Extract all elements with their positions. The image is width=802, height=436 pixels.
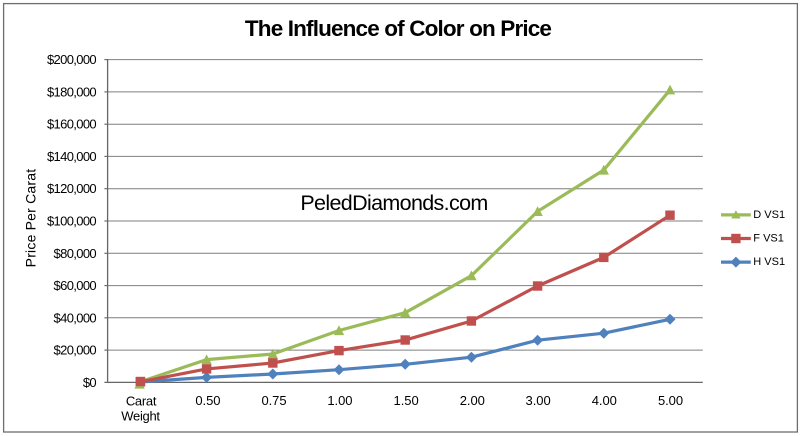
svg-text:$160,000: $160,000 (47, 117, 96, 132)
svg-text:1.00: 1.00 (327, 393, 352, 408)
svg-text:0.50: 0.50 (195, 393, 220, 408)
svg-text:$180,000: $180,000 (47, 84, 96, 99)
svg-text:Price Per Carat: Price Per Carat (22, 169, 38, 268)
svg-text:PeledDiamonds.com: PeledDiamonds.com (300, 191, 487, 215)
svg-text:0.75: 0.75 (261, 393, 286, 408)
svg-text:$80,000: $80,000 (54, 246, 97, 261)
svg-text:The Influence of Color on Pric: The Influence of Color on Price (245, 16, 552, 41)
svg-text:$140,000: $140,000 (47, 149, 96, 164)
svg-text:Weight: Weight (121, 409, 160, 424)
svg-text:3.00: 3.00 (526, 393, 551, 408)
svg-text:F VS1: F VS1 (753, 233, 784, 245)
svg-text:2.00: 2.00 (460, 393, 485, 408)
svg-text:$100,000: $100,000 (47, 214, 96, 229)
svg-text:1.50: 1.50 (394, 393, 419, 408)
svg-text:4.00: 4.00 (592, 393, 617, 408)
svg-text:$120,000: $120,000 (47, 181, 96, 196)
svg-text:$60,000: $60,000 (54, 278, 97, 293)
svg-text:$0: $0 (83, 375, 97, 390)
svg-text:5.00: 5.00 (658, 393, 683, 408)
svg-text:Carat: Carat (126, 393, 157, 408)
svg-text:$20,000: $20,000 (54, 343, 97, 358)
svg-text:$200,000: $200,000 (47, 52, 96, 67)
svg-text:H VS1: H VS1 (753, 256, 785, 268)
svg-text:D VS1: D VS1 (753, 209, 785, 221)
svg-text:$40,000: $40,000 (54, 310, 97, 325)
